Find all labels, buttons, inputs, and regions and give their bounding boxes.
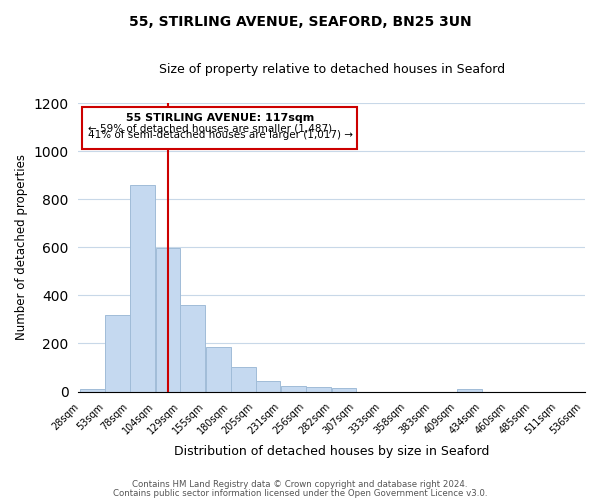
Bar	[457, 389, 482, 392]
Text: Contains HM Land Registry data © Crown copyright and database right 2024.: Contains HM Land Registry data © Crown c…	[132, 480, 468, 489]
Bar	[105, 315, 130, 392]
Text: 55 STIRLING AVENUE: 117sqm: 55 STIRLING AVENUE: 117sqm	[126, 114, 314, 124]
Text: 55, STIRLING AVENUE, SEAFORD, BN25 3UN: 55, STIRLING AVENUE, SEAFORD, BN25 3UN	[128, 15, 472, 29]
Text: 41% of semi-detached houses are larger (1,017) →: 41% of semi-detached houses are larger (…	[88, 130, 353, 140]
Bar	[82, 106, 358, 148]
Text: ← 59% of detached houses are smaller (1,487): ← 59% of detached houses are smaller (1,…	[88, 123, 332, 133]
Y-axis label: Number of detached properties: Number of detached properties	[15, 154, 28, 340]
Bar	[181, 304, 205, 392]
Bar	[332, 388, 356, 392]
Bar	[130, 186, 155, 392]
Bar	[206, 347, 231, 392]
Bar	[281, 386, 306, 392]
Title: Size of property relative to detached houses in Seaford: Size of property relative to detached ho…	[158, 62, 505, 76]
Bar	[256, 380, 280, 392]
Bar	[155, 248, 181, 392]
X-axis label: Distribution of detached houses by size in Seaford: Distribution of detached houses by size …	[174, 444, 490, 458]
Bar	[231, 367, 256, 392]
Bar	[306, 386, 331, 392]
Bar	[80, 389, 105, 392]
Text: Contains public sector information licensed under the Open Government Licence v3: Contains public sector information licen…	[113, 489, 487, 498]
